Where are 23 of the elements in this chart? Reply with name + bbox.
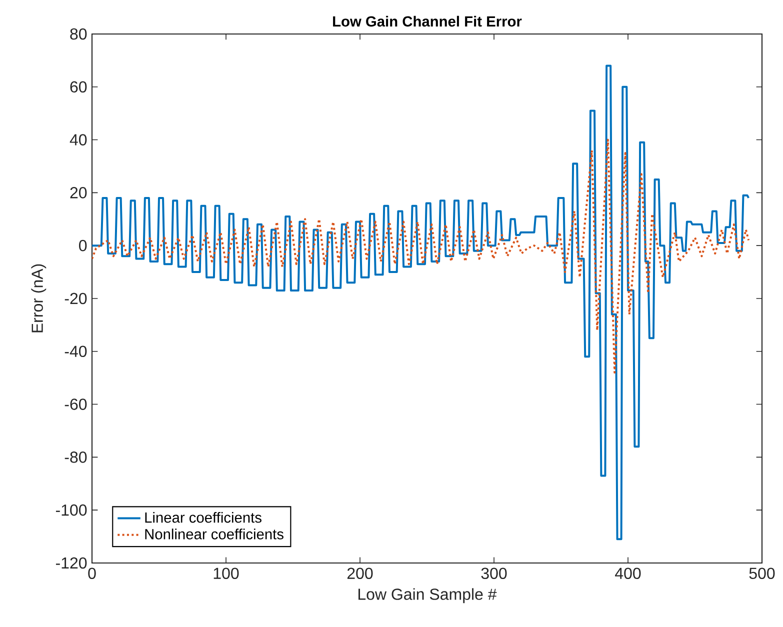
y-tick-label: 0 (79, 240, 87, 252)
y-tick-label: 20 (70, 187, 87, 198)
y-tick-label: -40 (64, 346, 87, 358)
y-tick-label: 60 (70, 81, 87, 93)
line-series (92, 64, 750, 540)
legend-label: Linear coefficients (145, 512, 262, 523)
y-tick-label: 40 (70, 134, 87, 146)
chart-title: Low Gain Channel Fit Error (333, 16, 522, 27)
y-tick-label: -100 (56, 504, 87, 516)
x-tick-label: 100 (214, 568, 239, 580)
y-tick-label: 80 (70, 28, 87, 40)
x-tick-label: 400 (615, 568, 641, 580)
y-axis-title: Error (nA) (31, 264, 46, 332)
y-tick-label: -20 (64, 292, 87, 304)
y-tick-label: -80 (64, 452, 87, 463)
legend-label: Nonlinear coefficients (145, 528, 284, 540)
x-tick-label: 500 (749, 568, 775, 580)
x-tick-label: 200 (347, 568, 373, 580)
x-tick-label: 0 (88, 568, 96, 580)
x-tick-label: 300 (481, 568, 507, 580)
x-axis-title: Low Gain Sample # (358, 588, 497, 604)
y-tick-label: -60 (64, 398, 87, 410)
y-tick-label: -120 (56, 557, 87, 569)
